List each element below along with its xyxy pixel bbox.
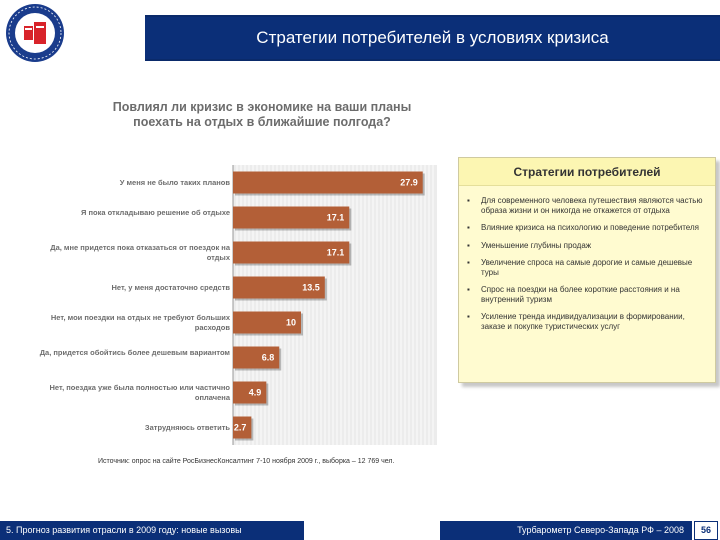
chart-title: Повлиял ли кризис в экономике на ваши пл… xyxy=(112,100,412,129)
list-item: ▪ Для современного человека путешествия я… xyxy=(467,196,703,215)
bar xyxy=(233,206,350,229)
data-label: 27.9 xyxy=(400,178,418,188)
data-label: 6.8 xyxy=(262,353,275,363)
bar xyxy=(233,311,301,334)
data-label: 10 xyxy=(286,318,296,328)
list-item: ▪ Увеличение спроса на самые дорогие и са… xyxy=(467,258,693,277)
source-note: Источник: опрос на сайте РосБизнесКонсал… xyxy=(98,458,395,465)
data-label: 13.5 xyxy=(302,283,320,293)
list-item: ▪ Уменьшение глубины продаж xyxy=(467,240,592,250)
strategies-list: ▪ Для современного человека путешествия я… xyxy=(465,196,710,339)
bar xyxy=(233,241,350,264)
category-label: Да, мне придется пока отказаться от поез… xyxy=(50,243,230,262)
strategies-title: Стратегии потребителей xyxy=(459,158,715,186)
data-label: 2.7 xyxy=(234,423,247,433)
logo-icon xyxy=(6,4,64,62)
category-label: Да, придется обойтись более дешевым вари… xyxy=(39,348,230,357)
category-label: Затрудняюсь ответить xyxy=(144,422,230,432)
data-label: 4.9 xyxy=(249,388,262,398)
header-bar: Стратегии потребителей в условиях кризис… xyxy=(145,15,720,61)
list-item: ▪ Спрос на поездки на более короткие расс… xyxy=(467,285,680,304)
bullet-icon: ▪ xyxy=(467,223,470,232)
category-label: Нет, поездка уже была полностью или част… xyxy=(49,383,231,402)
list-item: ▪ Влияние кризиса на психологию и поведен… xyxy=(467,223,699,232)
data-label: 17.1 xyxy=(327,248,345,258)
bullet-icon: ▪ xyxy=(467,285,470,294)
category-label: Нет, у меня достаточно средств xyxy=(111,282,230,292)
bullet-icon: ▪ xyxy=(467,196,470,205)
bar xyxy=(233,171,423,194)
category-label: Я пока откладываю решение об отдыхе xyxy=(81,208,230,217)
page-title: Стратегии потребителей в условиях кризис… xyxy=(256,28,609,47)
page-number: 56 xyxy=(694,521,718,540)
data-label: 17.1 xyxy=(327,213,345,223)
bar xyxy=(233,416,252,439)
category-label: У меня не было таких планов xyxy=(119,177,230,187)
footer-section-title: 5. Прогноз развития отрасли в 2009 году:… xyxy=(0,521,304,540)
bar xyxy=(233,381,267,404)
strategies-box: Стратегии потребителей ▪ Для современного… xyxy=(458,157,716,383)
bullet-icon: ▪ xyxy=(467,258,470,267)
bullet-icon: ▪ xyxy=(467,240,470,250)
category-label: Нет, мои поездки на отдых не требуют бол… xyxy=(50,313,230,332)
bar xyxy=(233,276,325,299)
list-item: ▪ Усиление тренда индивидуализации в форм… xyxy=(467,312,685,331)
footer-report-title: Турбарометр Северо-Запада РФ – 2008 xyxy=(440,521,692,540)
bar xyxy=(233,346,280,369)
bullet-icon: ▪ xyxy=(467,312,470,321)
